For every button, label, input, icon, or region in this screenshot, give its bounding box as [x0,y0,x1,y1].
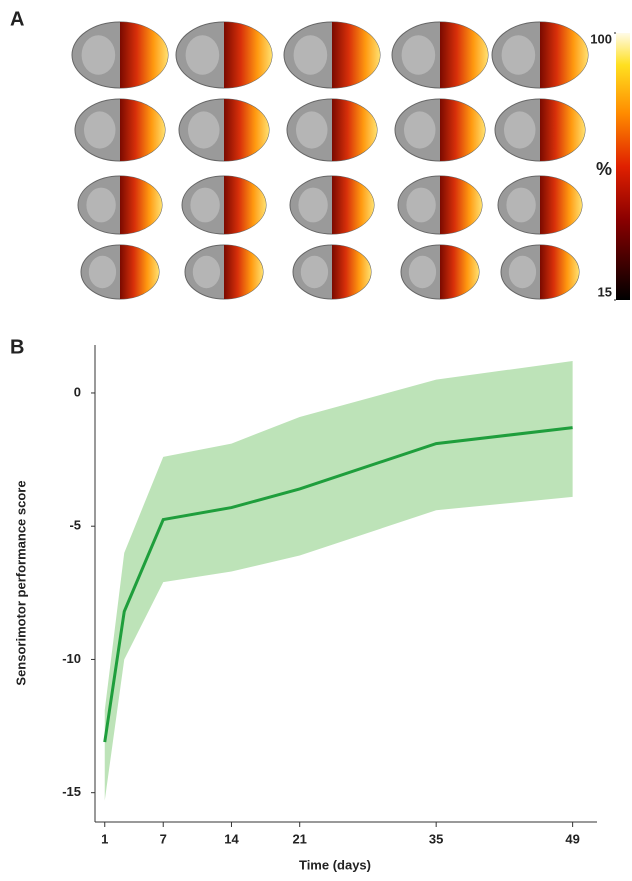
brain-inner [506,188,535,223]
brain-inner [404,111,436,148]
lesion [120,245,159,299]
brain-slice [401,245,479,299]
colorbar-label: % [596,159,612,179]
brain-inner [190,188,219,223]
brain-slice [392,22,488,88]
brain-inner [296,111,328,148]
lesion [120,99,165,161]
lesion [440,245,479,299]
lesion [332,245,371,299]
lesion [440,22,488,88]
x-axis-label: Time (days) [299,857,371,872]
brain-slice [293,245,371,299]
brain-inner [188,111,220,148]
lesion [540,22,588,88]
brain-slice [284,22,380,88]
lesion [224,176,266,234]
lesion [540,176,582,234]
brain-inner [504,111,536,148]
y-tick-label: -5 [69,518,81,533]
brain-inner [82,35,116,75]
brain-inner [406,188,435,223]
brain-slice [179,99,269,161]
colorbar-tick-label: 15 [598,284,612,299]
lesion [332,176,374,234]
brain-slice [81,245,159,299]
brain-slice [290,176,374,234]
figure: A B % Time (days) Sensorimotor performan… [0,0,632,881]
brain-slice [75,99,165,161]
brain-inner [89,256,116,288]
brain-slice [185,245,263,299]
brain-inner [502,35,536,75]
lesion [440,99,485,161]
lesion [540,99,585,161]
panel-label: A [10,8,24,30]
y-tick-label: -10 [62,651,81,666]
brain-inner [186,35,220,75]
brain-slice [182,176,266,234]
x-tick-label: 7 [160,831,167,846]
brain-inner [294,35,328,75]
brain-inner [402,35,436,75]
brain-slice [287,99,377,161]
brain-inner [409,256,436,288]
lesion [332,22,380,88]
confidence-band [105,361,573,801]
lesion [120,22,168,88]
x-tick-label: 49 [565,831,579,846]
brain-slice [72,22,168,88]
brain-slice [395,99,485,161]
y-tick-label: 0 [74,384,81,399]
x-tick-label: 14 [224,831,239,846]
colorbar-tick-label: 100 [590,31,612,46]
lesion [224,99,269,161]
lesion [440,176,482,234]
brain-slice [176,22,272,88]
colorbar [616,33,630,300]
y-tick-label: -15 [62,784,81,799]
x-tick-label: 21 [292,831,306,846]
brain-slice [398,176,482,234]
brain-slice [78,176,162,234]
brain-inner [509,256,536,288]
brain-inner [301,256,328,288]
lesion [332,99,377,161]
brain-slice [495,99,585,161]
brain-inner [298,188,327,223]
brain-inner [84,111,116,148]
x-tick-label: 35 [429,831,443,846]
panel-label: B [10,336,24,358]
lesion [120,176,162,234]
brain-slice [498,176,582,234]
lesion [224,22,272,88]
lesion [224,245,263,299]
x-tick-label: 1 [101,831,108,846]
lesion [540,245,579,299]
y-axis-label: Sensorimotor performance score [13,480,28,685]
brain-slice [492,22,588,88]
brain-inner [86,188,115,223]
brain-slice [501,245,579,299]
brain-inner [193,256,220,288]
